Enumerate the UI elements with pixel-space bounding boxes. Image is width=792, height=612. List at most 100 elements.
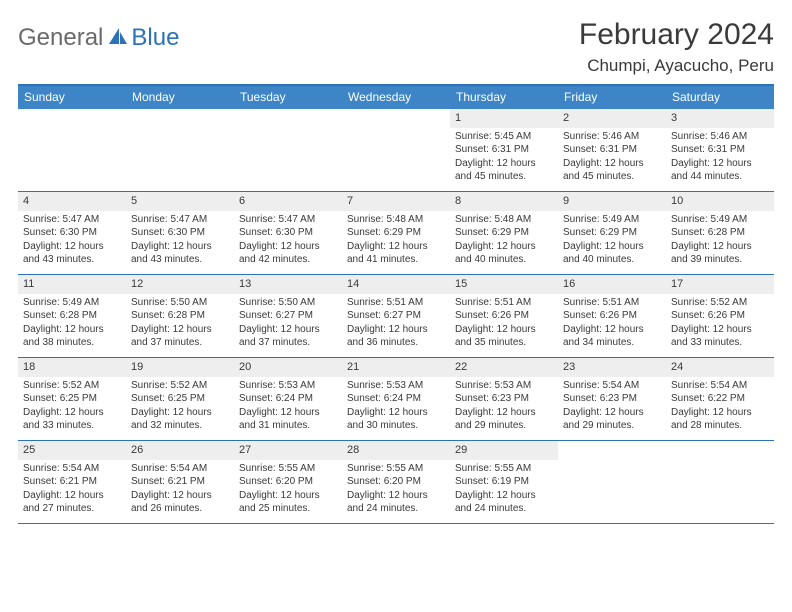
week-row: 1Sunrise: 5:45 AMSunset: 6:31 PMDaylight… (18, 109, 774, 192)
sunset-label: Sunset: 6:28 PM (131, 309, 229, 323)
day-number: 28 (342, 441, 450, 460)
sunset-label: Sunset: 6:30 PM (131, 226, 229, 240)
day-body: Sunrise: 5:47 AMSunset: 6:30 PMDaylight:… (18, 211, 126, 271)
day-cell (234, 109, 342, 191)
daylight-label-2: and 29 minutes. (455, 419, 553, 433)
sunset-label: Sunset: 6:26 PM (455, 309, 553, 323)
daylight-label-2: and 24 minutes. (455, 502, 553, 516)
daylight-label-1: Daylight: 12 hours (23, 323, 121, 337)
day-body: Sunrise: 5:50 AMSunset: 6:28 PMDaylight:… (126, 294, 234, 354)
daylight-label-1: Daylight: 12 hours (239, 240, 337, 254)
day-cell (18, 109, 126, 191)
sunrise-label: Sunrise: 5:48 AM (347, 213, 445, 227)
sunrise-label: Sunrise: 5:52 AM (131, 379, 229, 393)
page-header: General Blue February 2024 Chumpi, Ayacu… (18, 18, 774, 76)
week-row: 25Sunrise: 5:54 AMSunset: 6:21 PMDayligh… (18, 441, 774, 524)
day-body: Sunrise: 5:51 AMSunset: 6:26 PMDaylight:… (450, 294, 558, 354)
day-cell (126, 109, 234, 191)
day-number: 21 (342, 358, 450, 377)
day-cell: 6Sunrise: 5:47 AMSunset: 6:30 PMDaylight… (234, 192, 342, 274)
day-cell: 1Sunrise: 5:45 AMSunset: 6:31 PMDaylight… (450, 109, 558, 191)
day-body: Sunrise: 5:47 AMSunset: 6:30 PMDaylight:… (126, 211, 234, 271)
daylight-label-2: and 37 minutes. (239, 336, 337, 350)
day-body: Sunrise: 5:49 AMSunset: 6:28 PMDaylight:… (666, 211, 774, 271)
sunset-label: Sunset: 6:31 PM (563, 143, 661, 157)
sunset-label: Sunset: 6:31 PM (671, 143, 769, 157)
sunrise-label: Sunrise: 5:55 AM (455, 462, 553, 476)
day-number: 3 (666, 109, 774, 128)
sunset-label: Sunset: 6:30 PM (23, 226, 121, 240)
daylight-label-2: and 36 minutes. (347, 336, 445, 350)
day-cell: 26Sunrise: 5:54 AMSunset: 6:21 PMDayligh… (126, 441, 234, 523)
sunrise-label: Sunrise: 5:55 AM (347, 462, 445, 476)
day-number: 4 (18, 192, 126, 211)
day-cell: 10Sunrise: 5:49 AMSunset: 6:28 PMDayligh… (666, 192, 774, 274)
daylight-label-2: and 39 minutes. (671, 253, 769, 267)
sunset-label: Sunset: 6:25 PM (131, 392, 229, 406)
day-number: 26 (126, 441, 234, 460)
daylight-label-2: and 35 minutes. (455, 336, 553, 350)
day-body: Sunrise: 5:53 AMSunset: 6:24 PMDaylight:… (342, 377, 450, 437)
daylight-label-1: Daylight: 12 hours (455, 157, 553, 171)
day-cell: 18Sunrise: 5:52 AMSunset: 6:25 PMDayligh… (18, 358, 126, 440)
daylight-label-1: Daylight: 12 hours (563, 406, 661, 420)
daylight-label-1: Daylight: 12 hours (347, 489, 445, 503)
daylight-label-2: and 43 minutes. (23, 253, 121, 267)
day-body: Sunrise: 5:46 AMSunset: 6:31 PMDaylight:… (666, 128, 774, 188)
day-cell: 12Sunrise: 5:50 AMSunset: 6:28 PMDayligh… (126, 275, 234, 357)
day-number: 19 (126, 358, 234, 377)
daylight-label-2: and 33 minutes. (671, 336, 769, 350)
sunrise-label: Sunrise: 5:46 AM (671, 130, 769, 144)
sunrise-label: Sunrise: 5:51 AM (347, 296, 445, 310)
day-cell: 28Sunrise: 5:55 AMSunset: 6:20 PMDayligh… (342, 441, 450, 523)
sunrise-label: Sunrise: 5:51 AM (563, 296, 661, 310)
day-body: Sunrise: 5:55 AMSunset: 6:20 PMDaylight:… (234, 460, 342, 520)
daylight-label-2: and 40 minutes. (455, 253, 553, 267)
daylight-label-2: and 30 minutes. (347, 419, 445, 433)
sunset-label: Sunset: 6:20 PM (239, 475, 337, 489)
day-header-tue: Tuesday (234, 86, 342, 109)
daylight-label-2: and 33 minutes. (23, 419, 121, 433)
day-body: Sunrise: 5:52 AMSunset: 6:25 PMDaylight:… (18, 377, 126, 437)
day-body: Sunrise: 5:50 AMSunset: 6:27 PMDaylight:… (234, 294, 342, 354)
day-number: 11 (18, 275, 126, 294)
day-cell: 15Sunrise: 5:51 AMSunset: 6:26 PMDayligh… (450, 275, 558, 357)
day-body: Sunrise: 5:52 AMSunset: 6:26 PMDaylight:… (666, 294, 774, 354)
sunset-label: Sunset: 6:21 PM (23, 475, 121, 489)
day-header-sat: Saturday (666, 86, 774, 109)
daylight-label-2: and 44 minutes. (671, 170, 769, 184)
daylight-label-1: Daylight: 12 hours (131, 406, 229, 420)
day-number (558, 441, 666, 460)
daylight-label-2: and 25 minutes. (239, 502, 337, 516)
day-cell (666, 441, 774, 523)
daylight-label-2: and 45 minutes. (455, 170, 553, 184)
daylight-label-1: Daylight: 12 hours (671, 323, 769, 337)
day-body: Sunrise: 5:55 AMSunset: 6:20 PMDaylight:… (342, 460, 450, 520)
day-body: Sunrise: 5:53 AMSunset: 6:24 PMDaylight:… (234, 377, 342, 437)
calendar-page: General Blue February 2024 Chumpi, Ayacu… (0, 0, 792, 612)
day-cell: 25Sunrise: 5:54 AMSunset: 6:21 PMDayligh… (18, 441, 126, 523)
daylight-label-1: Daylight: 12 hours (671, 240, 769, 254)
daylight-label-2: and 45 minutes. (563, 170, 661, 184)
day-body: Sunrise: 5:45 AMSunset: 6:31 PMDaylight:… (450, 128, 558, 188)
sunset-label: Sunset: 6:28 PM (23, 309, 121, 323)
day-cell: 24Sunrise: 5:54 AMSunset: 6:22 PMDayligh… (666, 358, 774, 440)
daylight-label-1: Daylight: 12 hours (23, 406, 121, 420)
sunset-label: Sunset: 6:29 PM (347, 226, 445, 240)
day-cell: 27Sunrise: 5:55 AMSunset: 6:20 PMDayligh… (234, 441, 342, 523)
day-body: Sunrise: 5:54 AMSunset: 6:21 PMDaylight:… (126, 460, 234, 520)
week-row: 4Sunrise: 5:47 AMSunset: 6:30 PMDaylight… (18, 192, 774, 275)
sunrise-label: Sunrise: 5:50 AM (239, 296, 337, 310)
sunrise-label: Sunrise: 5:55 AM (239, 462, 337, 476)
day-cell: 2Sunrise: 5:46 AMSunset: 6:31 PMDaylight… (558, 109, 666, 191)
daylight-label-2: and 29 minutes. (563, 419, 661, 433)
calendar-grid: Sunday Monday Tuesday Wednesday Thursday… (18, 84, 774, 524)
day-number (666, 441, 774, 460)
daylight-label-1: Daylight: 12 hours (455, 240, 553, 254)
day-cell (558, 441, 666, 523)
daylight-label-2: and 32 minutes. (131, 419, 229, 433)
day-body: Sunrise: 5:55 AMSunset: 6:19 PMDaylight:… (450, 460, 558, 520)
day-cell: 20Sunrise: 5:53 AMSunset: 6:24 PMDayligh… (234, 358, 342, 440)
daylight-label-2: and 41 minutes. (347, 253, 445, 267)
day-number: 7 (342, 192, 450, 211)
